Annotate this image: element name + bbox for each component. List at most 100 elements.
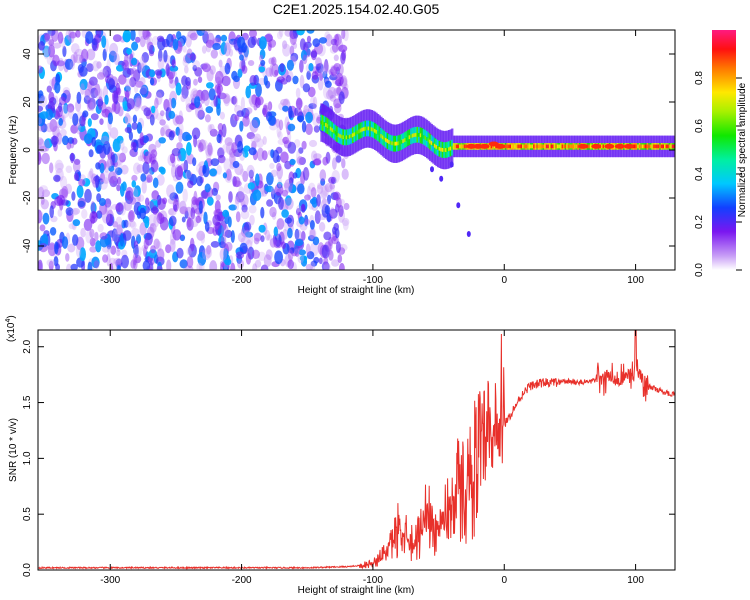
spectrogram-cell — [95, 240, 102, 253]
spectrogram-cell — [372, 128, 375, 132]
spectrogram-cell — [224, 241, 233, 252]
spectrogram-cell — [116, 265, 121, 270]
spectrogram-cell — [212, 42, 222, 51]
spectrogram-cell — [131, 41, 139, 51]
spectrogram-cell — [308, 139, 318, 148]
spectrogram-cell — [192, 90, 200, 98]
spectrogram-cell — [385, 138, 388, 142]
spectrogram-cell — [284, 217, 292, 224]
snr-x-axis-label: Height of straight line (km) — [298, 585, 415, 596]
spectrogram-cell — [79, 78, 88, 91]
snr-y-ticks: 0.0 0.5 1.0 1.5 2.0 — [22, 339, 675, 577]
spectrogram-cell — [97, 223, 104, 233]
spectrogram-cell — [163, 49, 168, 63]
spectrogram-cell — [265, 229, 271, 241]
spectrogram-cell — [39, 211, 44, 220]
spectrogram-cell — [57, 208, 63, 217]
spectrogram-cell — [310, 260, 318, 267]
spectrogram-cell — [322, 70, 328, 79]
spectrogram-cell — [462, 144, 465, 149]
spectrogram-cell — [41, 189, 51, 198]
spectrogram-cell — [185, 170, 192, 179]
spectrogram-cell — [356, 130, 359, 135]
spectrogram-cell — [455, 144, 459, 149]
spectrogram-cell — [234, 196, 240, 211]
spectrogram-cell — [316, 184, 324, 195]
spectrogram-cell — [193, 190, 198, 205]
spectrogram-cell — [228, 204, 237, 211]
spectrogram-cell — [54, 241, 59, 255]
spectrogram-cell — [131, 122, 138, 130]
spectrogram-cell — [399, 140, 402, 145]
spectrogram-cell — [234, 195, 240, 205]
spectrogram-cell — [91, 136, 96, 147]
y-tick-label: 0.0 — [22, 563, 33, 577]
spectrogram-cell — [310, 187, 317, 199]
spectrogram-y-axis-label: Frequency (Hz) — [8, 116, 19, 185]
spectrogram-cell — [84, 88, 91, 98]
spectrogram-cell — [102, 254, 109, 263]
snr-x-ticks: -300 -200 -100 0 100 — [100, 330, 644, 586]
spectrogram-cell — [248, 95, 256, 105]
spectrogram-cell — [143, 238, 149, 250]
spectrogram-cell — [107, 112, 113, 125]
spectrogram-cell — [62, 135, 69, 146]
spectrogram-cell — [213, 209, 220, 217]
spectrogram-cell — [202, 63, 211, 73]
spectrogram-cell — [180, 35, 187, 44]
spectrogram-cell — [133, 245, 142, 258]
spectrogram-cell — [329, 74, 338, 81]
spectrogram-cell — [495, 143, 506, 149]
spectrogram-cell — [54, 159, 64, 174]
spectrogram-cell — [156, 174, 165, 186]
spectrogram-cell — [254, 259, 262, 268]
spectrogram-cell — [589, 144, 593, 149]
spectrogram-cell — [130, 221, 137, 230]
spectrogram-cell — [101, 35, 107, 48]
spectrogram-cell — [234, 114, 240, 122]
spectrogram-cell — [259, 54, 264, 62]
spectrogram-cell — [115, 167, 123, 176]
spectrogram-cell — [187, 30, 197, 39]
spectrogram-cell — [96, 30, 102, 37]
spectrogram-cell — [243, 229, 251, 239]
spectrogram-cell — [210, 158, 220, 167]
spectrogram-cell — [140, 56, 145, 69]
y-tick-label: 0.5 — [22, 507, 33, 521]
spectrogram-cell — [397, 141, 400, 146]
spectrogram-cell — [126, 98, 135, 110]
spectrogram-cell — [152, 205, 159, 216]
spectrogram-cell — [276, 162, 282, 172]
spectrogram-cell — [87, 261, 93, 270]
spectrogram-cell — [206, 82, 214, 89]
spectrogram-cell — [287, 227, 293, 239]
spectrogram-cell — [65, 253, 70, 262]
spectrogram-cell — [81, 209, 88, 219]
spectrogram-cell — [126, 48, 132, 55]
spectrogram-cell — [296, 156, 304, 166]
spectrogram-cell — [220, 234, 227, 248]
spectrogram-cell — [240, 209, 250, 220]
spectrogram-cell — [359, 128, 362, 133]
spectrogram-cell — [181, 216, 186, 223]
spectrogram-cell — [559, 144, 563, 149]
spectrogram-cell — [72, 159, 81, 173]
spectrogram-cell — [180, 94, 186, 103]
spectrogram-cell — [192, 60, 201, 69]
spectrogram-cell — [306, 70, 311, 81]
spectrogram-cell — [139, 77, 146, 86]
spectrogram-cell — [230, 96, 238, 105]
spectrogram-cell — [223, 265, 229, 270]
spectrogram-cell — [39, 145, 48, 153]
spectrogram-cell — [525, 144, 528, 149]
spectrogram-cell — [641, 144, 645, 149]
spectrogram-cell — [132, 253, 138, 266]
spectrogram-cell — [246, 132, 255, 140]
spectrogram-cell — [319, 72, 324, 81]
spectrogram-cell — [86, 63, 94, 73]
spectrogram-cell — [74, 54, 83, 64]
spectrogram-cell — [97, 96, 103, 110]
spectrogram-cell — [332, 191, 341, 201]
spectrogram-cell — [176, 165, 183, 178]
spectrogram-cell — [123, 219, 129, 228]
